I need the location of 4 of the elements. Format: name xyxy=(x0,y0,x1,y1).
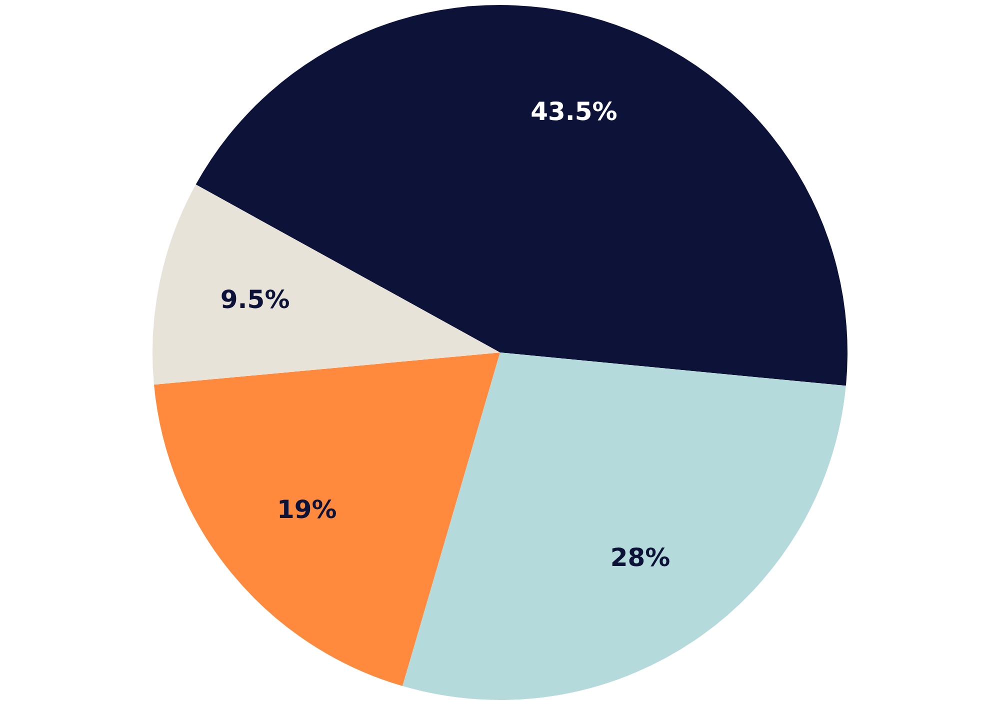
data-label: 19% xyxy=(277,495,337,524)
data-label: 43.5% xyxy=(530,96,618,126)
data-label: 9.5% xyxy=(220,284,290,314)
data-label: 28% xyxy=(610,543,670,572)
